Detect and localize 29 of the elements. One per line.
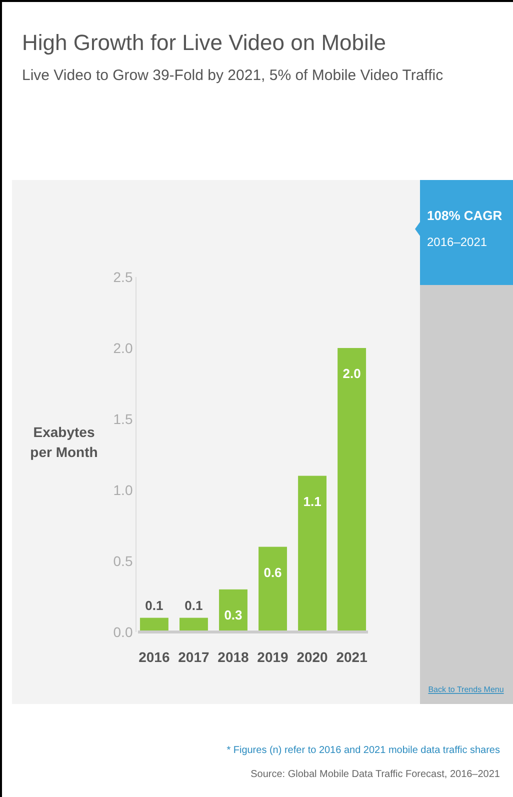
text: 0.5 [113, 553, 133, 569]
text: Back to Trends Menu [428, 685, 504, 694]
data-label: 1.1 [303, 494, 322, 509]
x-tick-label: 2020 [296, 649, 328, 665]
x-tick-label: 2018 [218, 649, 250, 665]
x-tick-label: 2021 [336, 649, 368, 665]
bar [298, 476, 327, 632]
text: 2.5 [113, 269, 133, 285]
chart-title: High Growth for Live Video on Mobile [22, 30, 386, 55]
text: 2016–2021 [427, 235, 488, 249]
text: 0.0 [113, 624, 133, 640]
x-tick-label: 2019 [257, 649, 289, 665]
data-label: 0.1 [184, 598, 203, 613]
text: 1.0 [113, 482, 133, 498]
data-label: 0.6 [264, 564, 282, 580]
text: * Figures (n) refer to 2016 and 2021 mobile data traffic shares [226, 745, 500, 756]
text: 1.5 [113, 411, 133, 427]
text: 108% CAGR [427, 208, 503, 223]
data-label: 2.0 [342, 366, 361, 381]
source-note: Source: Global Mobile Data Traffic Forecast, 2016–2021 [250, 769, 500, 780]
data-label: 0.3 [224, 607, 242, 622]
bar [338, 348, 366, 632]
x-tick-label: 2016 [138, 649, 170, 665]
text: 2.0 [113, 340, 133, 356]
x-tick-label: 2017 [178, 649, 210, 665]
bar [258, 546, 287, 632]
y-axis-title: Exabytes per Month [30, 424, 98, 460]
chart-subtitle: Live Video to Grow 39-Fold by 2021, 5% of Mobile Video Traffic [22, 67, 444, 84]
data-label: 0.1 [145, 598, 164, 613]
